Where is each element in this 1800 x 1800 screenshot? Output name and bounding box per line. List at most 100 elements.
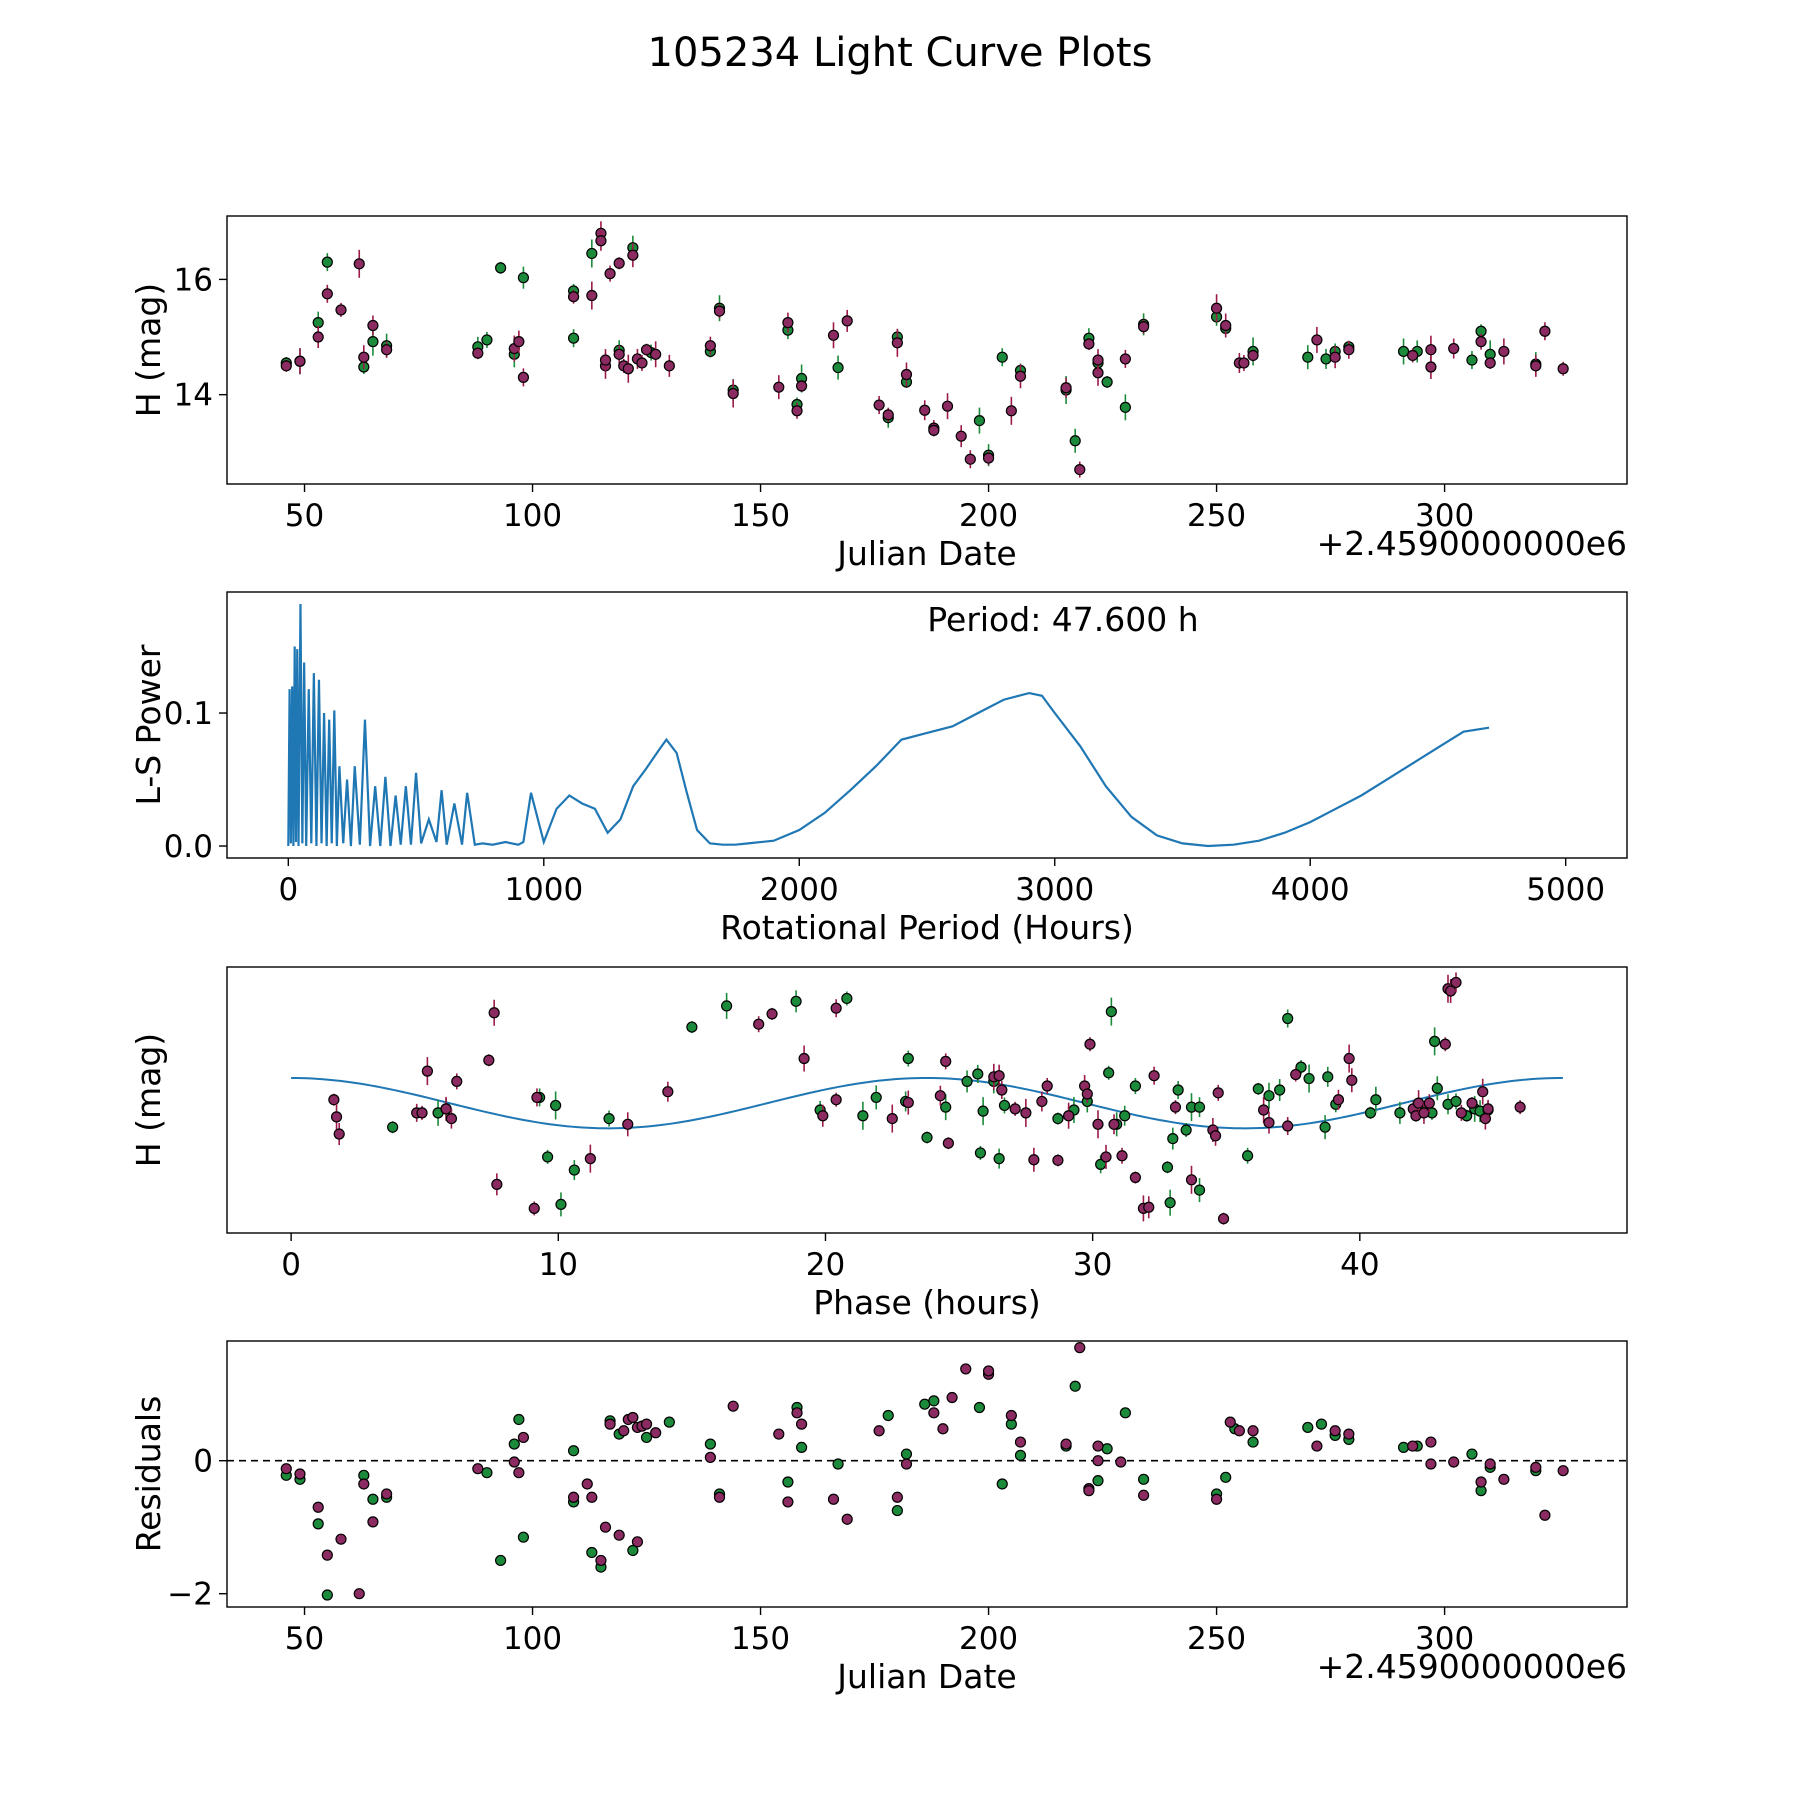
data-point-green xyxy=(367,1493,379,1505)
data-point-purple xyxy=(445,1112,458,1125)
data-point-green xyxy=(902,1052,914,1065)
data-point-purple xyxy=(1475,336,1487,348)
data-point-purple xyxy=(830,1002,842,1014)
data-point-green xyxy=(1274,1084,1286,1096)
data-point-purple xyxy=(1258,1104,1270,1116)
data-point-purple xyxy=(1484,1458,1496,1470)
data-point-purple xyxy=(650,348,662,360)
data-point-purple xyxy=(1084,1038,1096,1050)
data-point-purple xyxy=(1425,361,1437,373)
data-point-green xyxy=(481,334,493,346)
x-tick-label: 10 xyxy=(539,1247,578,1283)
data-point-purple xyxy=(581,1478,593,1490)
data-point-purple xyxy=(1448,342,1460,355)
x-tick-label: 1000 xyxy=(504,872,583,908)
x-tick-label: 200 xyxy=(959,1621,1018,1657)
data-point-green xyxy=(1103,1067,1115,1079)
data-point-purple xyxy=(1115,1456,1127,1468)
data-point-purple xyxy=(584,1153,596,1165)
data-point-purple xyxy=(1210,302,1223,314)
data-point-green xyxy=(1466,1448,1478,1460)
data-point-purple xyxy=(613,257,625,269)
data-point-green xyxy=(1105,1006,1117,1018)
data-point-purple xyxy=(280,1463,292,1475)
data-point-purple xyxy=(1063,1110,1075,1122)
data-point-purple xyxy=(1407,349,1419,362)
data-point-purple xyxy=(1343,1052,1355,1065)
data-point-purple xyxy=(891,337,903,349)
data-point-purple xyxy=(886,1112,898,1125)
data-point-green xyxy=(782,1476,794,1488)
data-point-purple xyxy=(1020,1107,1032,1119)
data-point-green xyxy=(1242,1150,1254,1162)
periodogram-panel: 0 1000 2000 3000 4000 5000 0.0 0.1 Rotational Pe… xyxy=(129,591,1628,947)
data-point-green xyxy=(882,1409,894,1422)
data-point-purple xyxy=(599,354,612,366)
data-point-purple xyxy=(773,381,785,393)
data-point-purple xyxy=(1148,1070,1160,1082)
data-point-green xyxy=(857,1110,869,1122)
data-point-purple xyxy=(1450,976,1462,989)
data-point-purple xyxy=(421,1065,433,1077)
data-point-purple xyxy=(312,1501,324,1513)
x-axis-label: Julian Date xyxy=(835,534,1017,573)
data-point-green xyxy=(841,992,853,1005)
data-point-green xyxy=(870,1091,882,1104)
data-point-green xyxy=(1164,1197,1176,1209)
data-point-purple xyxy=(1052,1154,1064,1166)
data-point-green xyxy=(1429,1035,1441,1047)
data-point-purple xyxy=(940,1055,952,1067)
data-point-purple xyxy=(1209,1130,1222,1142)
data-point-purple xyxy=(472,347,484,359)
data-point-green xyxy=(1263,1090,1275,1102)
x-offset-label: +2.4590000000e6 xyxy=(1317,524,1627,563)
data-point-purple xyxy=(1083,1485,1095,1497)
x-tick-label: 5000 xyxy=(1526,872,1605,908)
data-point-purple xyxy=(650,1427,662,1439)
data-point-purple xyxy=(1263,1116,1275,1129)
data-point-purple xyxy=(1475,1476,1487,1488)
plot-area xyxy=(280,221,1569,478)
data-point-purple xyxy=(1418,1107,1430,1119)
data-point-purple xyxy=(567,1491,580,1503)
data-point-green xyxy=(790,995,802,1007)
data-point-purple xyxy=(586,289,598,302)
data-point-green xyxy=(1101,1443,1113,1455)
data-point-purple xyxy=(567,291,580,303)
data-point-purple xyxy=(613,1529,625,1541)
axes-frame xyxy=(226,215,1628,485)
data-point-green xyxy=(1161,1161,1174,1173)
data-point-green xyxy=(1394,1107,1406,1119)
data-point-green xyxy=(586,247,598,260)
data-point-purple xyxy=(1210,1493,1223,1505)
data-point-purple xyxy=(996,1084,1008,1096)
x-tick-label: 0 xyxy=(278,872,298,908)
data-point-green xyxy=(1138,1473,1150,1485)
data-point-green xyxy=(1247,1436,1259,1448)
data-point-green xyxy=(568,1164,580,1176)
data-point-purple xyxy=(613,348,625,360)
data-point-purple xyxy=(1108,1118,1120,1130)
data-point-green xyxy=(686,1021,698,1033)
data-point-purple xyxy=(1116,1150,1128,1162)
data-point-purple xyxy=(640,344,653,356)
data-point-green xyxy=(1397,345,1410,358)
y-tick-label: 0.1 xyxy=(164,696,213,732)
plot-area xyxy=(227,1342,1627,1601)
residuals-panel: 50 100 150 200 250 300 −2 0 Julian Date Residuals… xyxy=(129,1340,1628,1696)
data-point-purple xyxy=(1005,405,1017,417)
axes-frame xyxy=(226,966,1628,1234)
y-tick-label: 16 xyxy=(174,262,213,298)
data-point-green xyxy=(1282,1012,1294,1025)
y-axis-label: L-S Power xyxy=(129,644,168,805)
data-point-purple xyxy=(1212,1087,1224,1099)
data-point-green xyxy=(321,256,333,268)
data-point-green xyxy=(663,1416,675,1428)
data-point-purple xyxy=(358,1478,370,1490)
data-point-purple xyxy=(964,453,976,465)
data-point-purple xyxy=(321,1549,333,1561)
x-tick-label: 3000 xyxy=(1015,872,1094,908)
data-point-purple xyxy=(1119,353,1131,365)
data-point-purple xyxy=(353,258,365,270)
